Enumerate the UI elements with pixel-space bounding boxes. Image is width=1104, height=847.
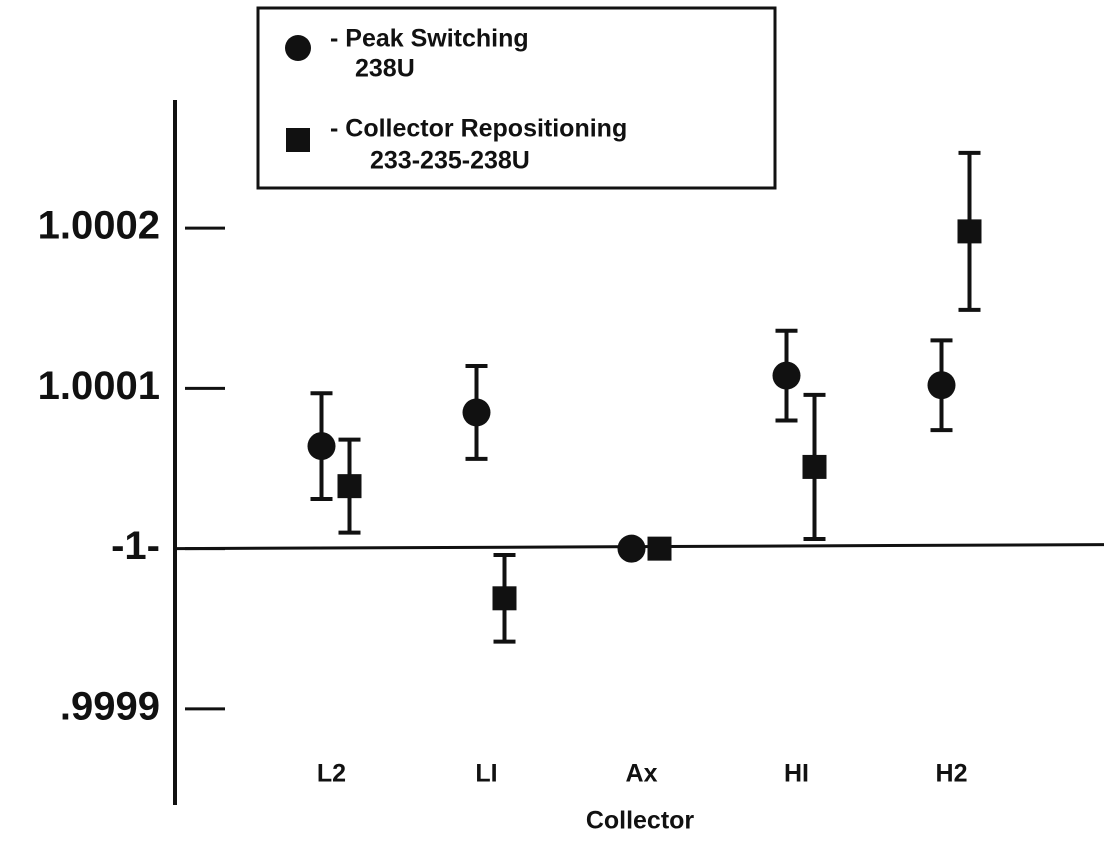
x-tick-label: Ax (626, 760, 658, 788)
x-tick-label: LI (475, 760, 497, 788)
y-tick-label: 1.0002 (38, 204, 160, 248)
point (462, 398, 491, 427)
legend-marker (286, 128, 310, 152)
x-tick-label: L2 (317, 760, 346, 788)
y-tick-label: -1- (111, 524, 160, 568)
point (802, 454, 827, 479)
x-tick-label: HI (784, 760, 809, 788)
legend-marker (285, 35, 311, 61)
point (492, 586, 517, 611)
x-axis-label: Collector (586, 807, 695, 835)
y-tick-label: .9999 (60, 684, 160, 728)
x-tick-label: H2 (936, 760, 968, 788)
legend-box (256, 6, 777, 190)
legend-isotope: 238U (355, 55, 415, 83)
point (617, 534, 646, 563)
point (927, 371, 956, 400)
legend-isotope: 233-235-238U (370, 147, 530, 175)
legend-label: - Peak Switching (330, 25, 529, 53)
legend-label: - Collector Repositioning (330, 115, 627, 143)
point (957, 219, 982, 244)
point (772, 361, 801, 390)
y-tick-label: 1.0001 (38, 364, 160, 408)
point (337, 474, 362, 499)
point (307, 432, 336, 461)
point (647, 536, 672, 561)
